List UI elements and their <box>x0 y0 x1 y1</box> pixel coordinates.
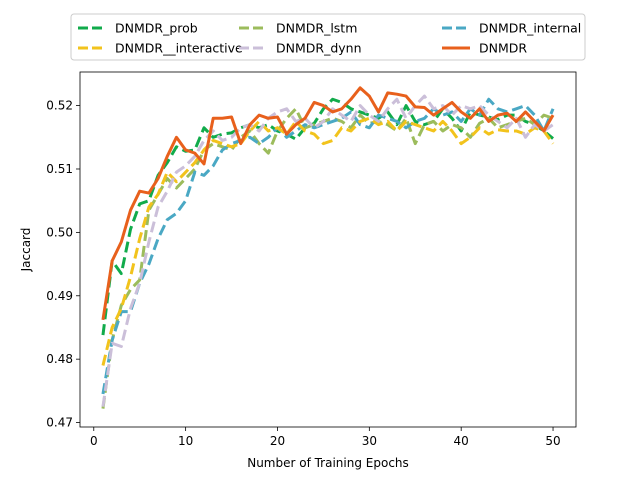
legend-label-DNMDR_prob: DNMDR_prob <box>115 21 198 36</box>
x-tick-label: 20 <box>270 434 285 448</box>
x-tick-label: 30 <box>362 434 377 448</box>
y-tick-label: 0.49 <box>46 289 73 303</box>
legend-label-DNMDR: DNMDR <box>479 41 527 56</box>
series-layer <box>101 86 555 409</box>
series-line-DNMDR_dynn <box>101 94 554 407</box>
legend: DNMDR_prob DNMDR_lstm DNMDR_internal DNMDR_… <box>70 13 586 61</box>
y-tick-label: 0.48 <box>46 352 73 366</box>
y-tick-label: 0.50 <box>46 225 73 239</box>
y-tick-label: 0.47 <box>46 416 73 430</box>
x-tick-label: 40 <box>454 434 469 448</box>
legend-label-DNMDR_dynn: DNMDR_dynn <box>276 41 362 56</box>
x-tick-label: 0 <box>90 434 98 448</box>
series-line-DNMDR_prob <box>101 97 554 336</box>
series-line-DNMDR__interactive <box>101 116 555 366</box>
y-tick-label: 0.52 <box>46 99 73 113</box>
y-axis-label: Jaccard <box>19 228 33 273</box>
x-axis-label: Number of Training Epochs <box>247 456 409 470</box>
plot-frame <box>79 71 577 428</box>
legend-label-DNMDR_internal: DNMDR_internal <box>479 21 581 36</box>
y-tick-label: 0.51 <box>46 162 73 176</box>
x-tick-label: 10 <box>178 434 193 448</box>
x-tick-label: 50 <box>545 434 560 448</box>
series-line-DNMDR <box>101 86 555 321</box>
legend-label-DNMDR_lstm: DNMDR_lstm <box>276 21 357 36</box>
legend-label-DNMDR__interactive: DNMDR__interactive <box>115 41 243 56</box>
x-axis-ticks: 0 10 20 30 40 50 <box>90 427 561 448</box>
series-line-DNMDR_internal <box>101 97 555 395</box>
y-axis-ticks: 0.47 0.48 0.49 0.50 0.51 0.52 <box>46 99 80 430</box>
series-line-DNMDR_lstm <box>101 107 554 409</box>
